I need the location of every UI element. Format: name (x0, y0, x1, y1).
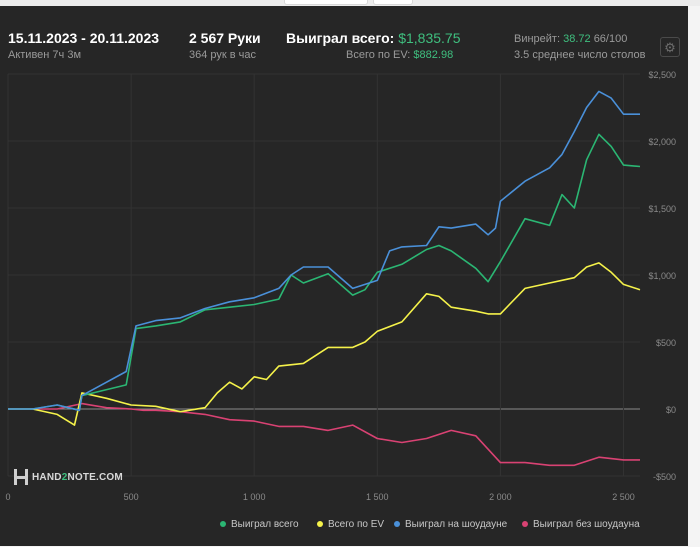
y-tick-label: $1,000 (648, 271, 676, 281)
legend-item-showdown[interactable]: Выиграл на шоудауне (394, 517, 507, 531)
series-line-0 (8, 133, 641, 412)
x-tick-label: 500 (124, 492, 139, 502)
logo-text-prefix: HAND (32, 471, 62, 483)
legend-dot-non-showdown (522, 521, 528, 527)
legend-item-non-showdown[interactable]: Выиграл без шоудауна (522, 517, 640, 531)
winrate-label: Винрейт: (514, 33, 561, 45)
graph-chart: -$500 $0 $500 $1,000 $1,500 $2,000 $2,500 0 500 1… (5, 70, 676, 502)
x-tick-label: 2 000 (489, 492, 512, 502)
x-tick-label: 1 000 (243, 492, 266, 502)
legend-label-non-showdown: Выиграл без шоудауна (533, 518, 640, 530)
legend-item-won-total[interactable]: Выиграл всего (220, 517, 299, 531)
x-tick-label: 2 500 (612, 492, 635, 502)
legend-item-ev-total[interactable]: Всего по EV (317, 517, 384, 531)
series-line-1 (8, 262, 641, 426)
y-tick-label: $2,500 (648, 70, 676, 80)
y-tick-label: $500 (656, 338, 676, 348)
legend-label-won-total: Выиграл всего (231, 518, 299, 530)
avg-tables: 3.5 среднее число столов (514, 49, 646, 61)
won-total-label: Выиграл всего: (286, 30, 395, 46)
winrate: Винрейт: 38.72 66/100 (514, 33, 627, 45)
won-total: Выиграл всего: $1,835.75 (286, 30, 461, 46)
ev-total-label: Всего по EV: (346, 49, 411, 61)
x-tick-label: 0 (5, 492, 10, 502)
hands-count: 2 567 Руки (189, 30, 261, 46)
stats-header: 15.11.2023 - 20.11.2023 Активен 7ч 3м 2 … (0, 6, 688, 66)
ev-total: Всего по EV: $882.98 (346, 49, 453, 61)
date-range: 15.11.2023 - 20.11.2023 (8, 30, 160, 46)
winrate-sample: 66/100 (593, 33, 628, 45)
active-time: Активен 7ч 3м (8, 49, 82, 61)
logo-text-mid: 2 (61, 471, 68, 483)
won-total-value: $1,835.75 (398, 30, 461, 46)
top-tab-left[interactable] (284, 0, 368, 5)
top-tab-right[interactable] (373, 0, 413, 5)
legend-dot-showdown (394, 521, 400, 527)
legend-label-ev-total: Всего по EV (328, 518, 385, 530)
legend-dot-ev-total (317, 521, 323, 527)
y-tick-label: $1,500 (648, 204, 676, 214)
legend-dot-won-total (220, 521, 226, 527)
hands-per-hour: 364 рук в час (189, 49, 257, 61)
x-tick-label: 1 500 (366, 492, 389, 502)
settings-gear-icon[interactable]: ⚙ (660, 37, 680, 57)
winrate-value: 38.72 (563, 33, 591, 45)
logo-icon (14, 469, 28, 485)
y-tick-label: $2,000 (648, 137, 676, 147)
logo-text-suffix: NOTE.COM (67, 471, 123, 483)
hand2note-logo: HAND 2 NOTE.COM (14, 468, 123, 486)
graph-panel (0, 6, 688, 546)
y-tick-label: -$500 (653, 472, 676, 482)
y-tick-label: $0 (666, 405, 676, 415)
ev-total-value: $882.98 (413, 49, 454, 61)
legend-label-showdown: Выиграл на шоудауне (405, 518, 508, 530)
series-line-3 (8, 402, 640, 467)
series-line-2 (8, 90, 640, 412)
